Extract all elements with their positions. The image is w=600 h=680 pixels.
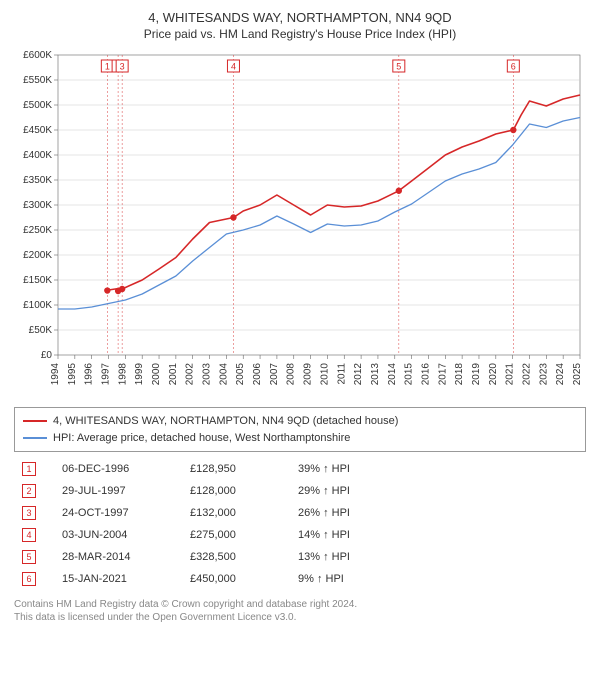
svg-text:£600K: £600K bbox=[23, 50, 52, 61]
svg-text:2010: 2010 bbox=[319, 363, 330, 386]
sale-date: 03-JUN-2004 bbox=[62, 529, 182, 541]
sale-date: 29-JUL-1997 bbox=[62, 485, 182, 497]
svg-text:2005: 2005 bbox=[235, 363, 246, 386]
svg-text:£550K: £550K bbox=[23, 75, 52, 86]
svg-text:2012: 2012 bbox=[353, 363, 364, 386]
sale-diff: 26% ↑ HPI bbox=[298, 507, 408, 519]
svg-text:£400K: £400K bbox=[23, 150, 52, 161]
sale-price: £128,950 bbox=[190, 463, 290, 475]
svg-text:2011: 2011 bbox=[336, 363, 347, 385]
svg-text:2002: 2002 bbox=[185, 363, 196, 386]
legend-row: 4, WHITESANDS WAY, NORTHAMPTON, NN4 9QD … bbox=[23, 413, 577, 430]
legend-label: HPI: Average price, detached house, West… bbox=[53, 430, 350, 447]
svg-text:2000: 2000 bbox=[151, 363, 162, 386]
sale-diff: 13% ↑ HPI bbox=[298, 551, 408, 563]
svg-text:£150K: £150K bbox=[23, 275, 52, 286]
svg-text:2013: 2013 bbox=[370, 363, 381, 386]
svg-text:2016: 2016 bbox=[420, 363, 431, 386]
svg-text:3: 3 bbox=[120, 62, 125, 72]
svg-text:2017: 2017 bbox=[437, 363, 448, 386]
svg-text:£0: £0 bbox=[41, 350, 53, 361]
sale-price: £132,000 bbox=[190, 507, 290, 519]
table-row: 2 29-JUL-1997 £128,000 29% ↑ HPI bbox=[14, 480, 586, 502]
svg-text:2024: 2024 bbox=[555, 363, 566, 386]
sale-date: 24-OCT-1997 bbox=[62, 507, 182, 519]
legend-label: 4, WHITESANDS WAY, NORTHAMPTON, NN4 9QD … bbox=[53, 413, 398, 430]
chart-legend: 4, WHITESANDS WAY, NORTHAMPTON, NN4 9QD … bbox=[14, 407, 586, 452]
svg-text:1996: 1996 bbox=[84, 363, 95, 386]
svg-text:2022: 2022 bbox=[521, 363, 532, 386]
price-chart: £0 £50K £100K £150K £200K £250K £300K £350K £400… bbox=[14, 47, 586, 397]
svg-text:2020: 2020 bbox=[488, 363, 499, 386]
sale-diff: 14% ↑ HPI bbox=[298, 529, 408, 541]
table-row: 1 06-DEC-1996 £128,950 39% ↑ HPI bbox=[14, 458, 586, 480]
table-row: 6 15-JAN-2021 £450,000 9% ↑ HPI bbox=[14, 568, 586, 590]
sale-diff: 39% ↑ HPI bbox=[298, 463, 408, 475]
sale-marker-box: 3 bbox=[22, 506, 36, 520]
svg-text:£300K: £300K bbox=[23, 200, 52, 211]
table-row: 4 03-JUN-2004 £275,000 14% ↑ HPI bbox=[14, 524, 586, 546]
svg-text:2004: 2004 bbox=[218, 363, 229, 386]
legend-swatch bbox=[23, 437, 47, 439]
sale-marker-box: 4 bbox=[22, 528, 36, 542]
sale-price: £128,000 bbox=[190, 485, 290, 497]
sale-date: 28-MAR-2014 bbox=[62, 551, 182, 563]
page-subtitle: Price paid vs. HM Land Registry's House … bbox=[14, 27, 586, 41]
sale-marker-box: 1 bbox=[22, 462, 36, 476]
sale-diff: 9% ↑ HPI bbox=[298, 573, 408, 585]
sale-marker-box: 6 bbox=[22, 572, 36, 586]
svg-text:2023: 2023 bbox=[538, 363, 549, 386]
table-row: 5 28-MAR-2014 £328,500 13% ↑ HPI bbox=[14, 546, 586, 568]
svg-text:1997: 1997 bbox=[101, 363, 112, 386]
svg-text:2009: 2009 bbox=[303, 363, 314, 386]
sale-date: 15-JAN-2021 bbox=[62, 573, 182, 585]
svg-text:£100K: £100K bbox=[23, 300, 52, 311]
svg-text:2025: 2025 bbox=[572, 363, 583, 386]
svg-text:1999: 1999 bbox=[134, 363, 145, 386]
svg-text:£250K: £250K bbox=[23, 225, 52, 236]
sale-marker-box: 2 bbox=[22, 484, 36, 498]
svg-text:2006: 2006 bbox=[252, 363, 263, 386]
sale-price: £275,000 bbox=[190, 529, 290, 541]
svg-text:4: 4 bbox=[231, 62, 236, 72]
svg-text:2018: 2018 bbox=[454, 363, 465, 386]
svg-text:2015: 2015 bbox=[404, 363, 415, 386]
sales-table: 106-DEC-1996£128,95039% ↑ HPI229-JUL-199… bbox=[14, 458, 586, 590]
svg-text:5: 5 bbox=[396, 62, 401, 72]
svg-text:2001: 2001 bbox=[168, 363, 179, 386]
table-row: 3 24-OCT-1997 £132,000 26% ↑ HPI bbox=[14, 502, 586, 524]
sale-date: 06-DEC-1996 bbox=[62, 463, 182, 475]
svg-text:£200K: £200K bbox=[23, 250, 52, 261]
page-title: 4, WHITESANDS WAY, NORTHAMPTON, NN4 9QD bbox=[14, 10, 586, 25]
svg-text:£500K: £500K bbox=[23, 100, 52, 111]
disclaimer-text: Contains HM Land Registry data © Crown c… bbox=[14, 598, 586, 624]
svg-text:2014: 2014 bbox=[387, 363, 398, 386]
disclaimer-line-1: Contains HM Land Registry data © Crown c… bbox=[14, 598, 586, 611]
svg-text:1998: 1998 bbox=[117, 363, 128, 386]
legend-swatch bbox=[23, 420, 47, 422]
disclaimer-line-2: This data is licensed under the Open Gov… bbox=[14, 611, 586, 624]
svg-text:£450K: £450K bbox=[23, 125, 52, 136]
svg-text:6: 6 bbox=[511, 62, 516, 72]
legend-row: HPI: Average price, detached house, West… bbox=[23, 430, 577, 447]
svg-text:1: 1 bbox=[105, 62, 110, 72]
svg-text:1994: 1994 bbox=[50, 363, 61, 386]
sale-diff: 29% ↑ HPI bbox=[298, 485, 408, 497]
sale-price: £450,000 bbox=[190, 573, 290, 585]
svg-text:2019: 2019 bbox=[471, 363, 482, 386]
svg-text:2021: 2021 bbox=[505, 363, 516, 386]
sale-price: £328,500 bbox=[190, 551, 290, 563]
svg-text:2003: 2003 bbox=[202, 363, 213, 386]
svg-text:2008: 2008 bbox=[286, 363, 297, 386]
svg-text:1995: 1995 bbox=[67, 363, 78, 386]
svg-text:2007: 2007 bbox=[269, 363, 280, 386]
sale-marker-box: 5 bbox=[22, 550, 36, 564]
svg-text:£50K: £50K bbox=[29, 325, 53, 336]
svg-text:£350K: £350K bbox=[23, 175, 52, 186]
